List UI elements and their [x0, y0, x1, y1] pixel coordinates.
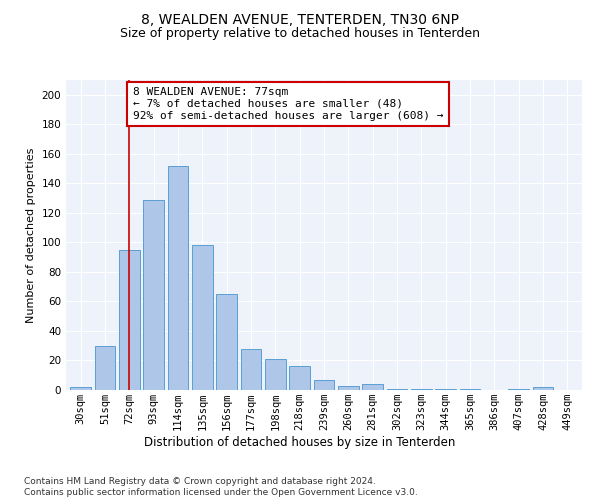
Bar [436, 388, 456, 390]
Bar [70, 387, 91, 390]
Bar [265, 359, 286, 390]
Text: 8 WEALDEN AVENUE: 77sqm
← 7% of detached houses are smaller (48)
92% of semi-det: 8 WEALDEN AVENUE: 77sqm ← 7% of detached… [133, 88, 443, 120]
Text: Size of property relative to detached houses in Tenterden: Size of property relative to detached ho… [120, 28, 480, 40]
Bar [95, 346, 115, 390]
Bar [362, 384, 383, 390]
Bar [143, 200, 164, 390]
Bar [460, 388, 481, 390]
Bar [314, 380, 334, 390]
Bar [216, 294, 237, 390]
Bar [386, 388, 407, 390]
Text: Distribution of detached houses by size in Tenterden: Distribution of detached houses by size … [145, 436, 455, 449]
Bar [241, 348, 262, 390]
Bar [338, 386, 359, 390]
Y-axis label: Number of detached properties: Number of detached properties [26, 148, 36, 322]
Bar [289, 366, 310, 390]
Text: 8, WEALDEN AVENUE, TENTERDEN, TN30 6NP: 8, WEALDEN AVENUE, TENTERDEN, TN30 6NP [141, 12, 459, 26]
Bar [508, 388, 529, 390]
Bar [167, 166, 188, 390]
Text: Contains HM Land Registry data © Crown copyright and database right 2024.
Contai: Contains HM Land Registry data © Crown c… [24, 478, 418, 497]
Bar [533, 387, 553, 390]
Bar [192, 246, 212, 390]
Bar [411, 388, 432, 390]
Bar [119, 250, 140, 390]
